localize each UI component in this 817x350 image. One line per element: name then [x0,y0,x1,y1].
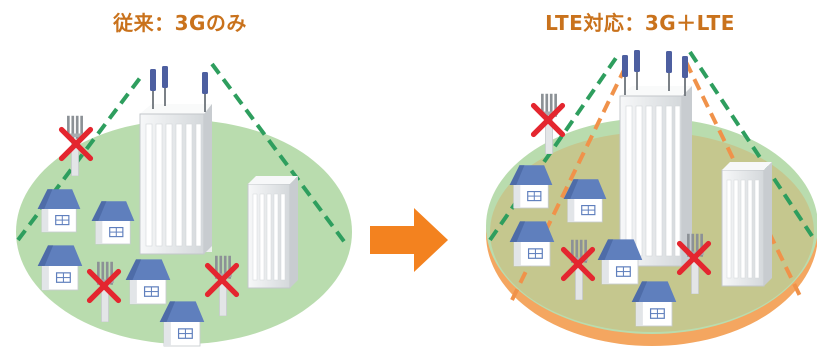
rooftop-antenna-icon [162,66,168,106]
side-building [721,162,772,287]
right-arrow-icon [370,208,448,272]
main-building [139,66,212,255]
rooftop-antenna-icon [666,51,672,91]
main-building [619,50,692,267]
title-before: 従来：3Gのみ [113,11,247,35]
rooftop-antenna-icon [150,69,156,109]
rooftop-antenna-icon [634,50,640,90]
title-after: LTE対応：3G＋LTE [545,11,735,35]
side-building [247,176,298,289]
rooftop-antenna-icon [622,55,628,95]
coverage-line-lte-right [684,61,802,297]
scene-before [16,62,352,347]
coverage-line-3g-left [16,76,142,242]
scene-after [486,50,817,346]
